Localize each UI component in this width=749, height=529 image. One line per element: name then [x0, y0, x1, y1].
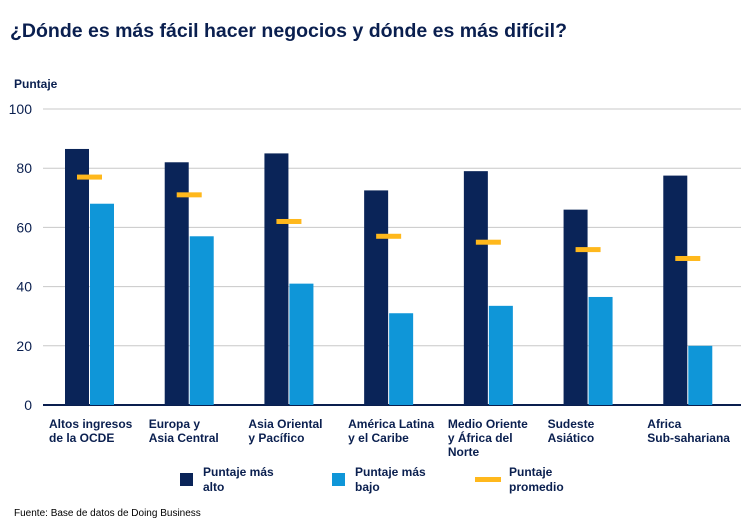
average-marker — [475, 239, 501, 245]
x-tick-label: y Pacífico — [248, 431, 304, 445]
y-tick-label: 40 — [16, 279, 32, 295]
legend-item-lowest: Puntaje más bajo — [332, 465, 450, 495]
x-tick-label: y África del — [448, 430, 513, 445]
x-tick-label: y el Caribe — [348, 431, 409, 445]
legend-label-highest: Puntaje más alto — [203, 465, 274, 494]
legend-swatch-highest — [180, 473, 193, 486]
bar-lowest — [588, 296, 613, 405]
bar-lowest — [688, 345, 713, 405]
bar-highest — [463, 171, 488, 405]
bar-highest — [264, 153, 289, 405]
y-tick-label: 100 — [9, 101, 33, 117]
source-note: Fuente: Base de datos de Doing Business — [14, 508, 201, 519]
x-tick-label: Africa — [647, 417, 681, 431]
legend-label-average: Puntaje promedio — [509, 465, 564, 494]
y-tick-label: 80 — [16, 160, 32, 176]
bar-highest — [663, 175, 688, 405]
bar-lowest — [90, 203, 114, 405]
x-tick-label: Asiático — [548, 431, 595, 445]
x-tick-label: Altos ingresos — [49, 417, 133, 431]
y-tick-label: 60 — [16, 219, 32, 235]
bar-lowest — [289, 283, 314, 405]
average-marker — [575, 247, 601, 253]
y-tick-label: 0 — [24, 397, 32, 413]
x-tick-label: Asia Central — [149, 431, 219, 445]
x-tick-label: Europa y — [149, 417, 201, 431]
average-marker — [77, 174, 102, 180]
legend-swatch-average — [475, 477, 501, 482]
legend-item-highest: Puntaje más alto — [180, 465, 298, 495]
x-tick-label: Sudeste — [548, 417, 595, 431]
average-marker — [675, 255, 701, 261]
legend-swatch-lowest — [332, 473, 345, 486]
legend-item-average: Puntaje promedio — [475, 465, 604, 495]
bar-highest — [65, 148, 89, 405]
x-tick-label: Norte — [448, 445, 480, 459]
y-axis-label: Puntaje — [14, 77, 58, 91]
x-tick-label: América Latina — [348, 417, 434, 431]
bar-lowest — [488, 305, 513, 405]
bar-highest — [164, 162, 189, 405]
bar-lowest — [389, 313, 414, 405]
x-tick-label: Asia Oriental — [248, 417, 322, 431]
y-tick-label: 20 — [16, 338, 32, 354]
x-tick-label: de la OCDE — [49, 431, 114, 445]
x-tick-label: Medio Oriente — [448, 417, 528, 431]
bar-highest — [563, 209, 588, 405]
x-tick-label: Sub-sahariana — [647, 431, 730, 445]
average-marker — [276, 218, 302, 224]
bar-highest — [364, 190, 389, 405]
legend-label-lowest: Puntaje más bajo — [355, 465, 426, 494]
bar-lowest — [189, 236, 214, 405]
average-marker — [376, 233, 402, 239]
chart-title: ¿Dónde es más fácil hacer negocios y dón… — [10, 20, 568, 42]
average-marker — [176, 192, 202, 198]
